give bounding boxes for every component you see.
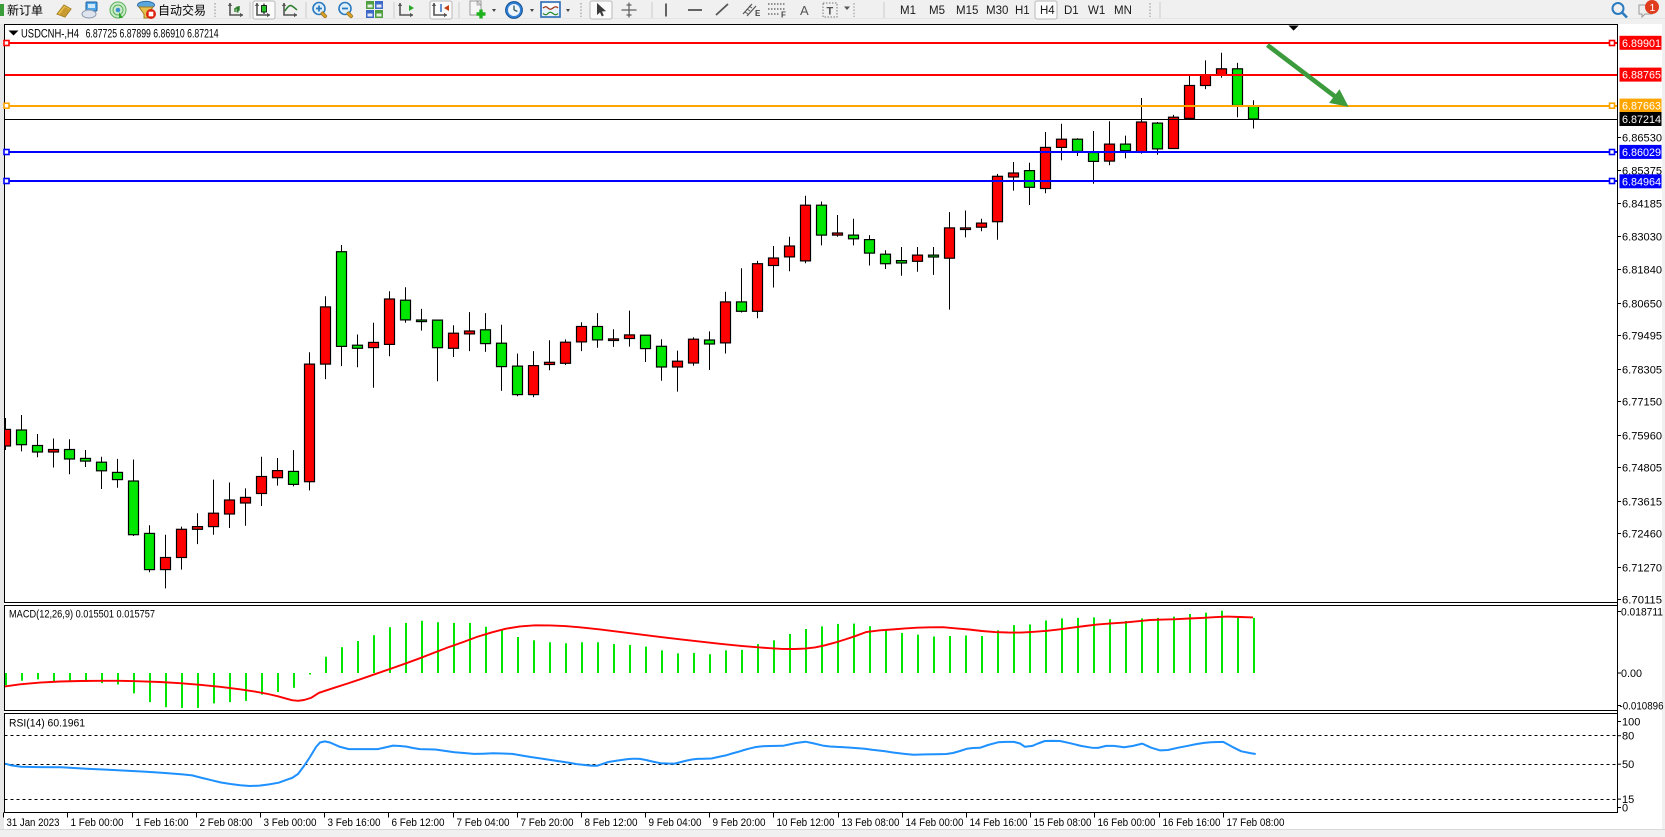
- svg-text:6.70115: 6.70115: [1622, 595, 1662, 607]
- svg-text:6.73615: 6.73615: [1622, 497, 1662, 509]
- svg-text:6.84964: 6.84964: [1622, 176, 1661, 188]
- svg-text:MN: MN: [1114, 5, 1132, 17]
- svg-text:6.86530: 6.86530: [1622, 133, 1662, 145]
- svg-text:10 Feb 12:00: 10 Feb 12:00: [777, 817, 835, 829]
- svg-text:0: 0: [1622, 803, 1628, 815]
- svg-text:31 Jan 2023: 31 Jan 2023: [7, 817, 60, 829]
- svg-text:1 Feb 16:00: 1 Feb 16:00: [136, 817, 189, 829]
- svg-text:9 Feb 04:00: 9 Feb 04:00: [649, 817, 702, 829]
- svg-text:新订单: 新订单: [7, 3, 43, 18]
- svg-text:6.71270: 6.71270: [1622, 563, 1662, 575]
- svg-text:15: 15: [1622, 794, 1634, 806]
- svg-text:6.83030: 6.83030: [1622, 232, 1662, 244]
- svg-text:6 Feb 12:00: 6 Feb 12:00: [392, 817, 445, 829]
- svg-text:14 Feb 00:00: 14 Feb 00:00: [906, 817, 964, 829]
- svg-text:9 Feb 20:00: 9 Feb 20:00: [713, 817, 766, 829]
- svg-text:13 Feb 08:00: 13 Feb 08:00: [842, 817, 900, 829]
- svg-text:T: T: [827, 6, 834, 18]
- svg-text:0.00: 0.00: [1621, 668, 1642, 680]
- svg-text:F: F: [781, 11, 786, 20]
- svg-text:M30: M30: [986, 5, 1008, 17]
- svg-text:E: E: [755, 9, 761, 18]
- svg-text:MACD(12,26,9) 0.015501 0.01575: MACD(12,26,9) 0.015501 0.015757: [9, 609, 155, 621]
- svg-text:H4: H4: [1040, 5, 1055, 17]
- svg-text:6.86029: 6.86029: [1622, 147, 1661, 159]
- svg-text:6.87663: 6.87663: [1622, 101, 1661, 113]
- svg-text:6.84185: 6.84185: [1622, 199, 1662, 211]
- svg-text:0.018711: 0.018711: [1621, 607, 1663, 619]
- svg-text:A: A: [800, 3, 809, 18]
- svg-text:6.89901: 6.89901: [1622, 38, 1661, 50]
- svg-text:3 Feb 00:00: 3 Feb 00:00: [264, 817, 317, 829]
- svg-text:14 Feb 16:00: 14 Feb 16:00: [970, 817, 1028, 829]
- svg-text:W1: W1: [1088, 5, 1105, 17]
- svg-text:6.75960: 6.75960: [1622, 431, 1662, 443]
- svg-text:50: 50: [1622, 759, 1634, 771]
- svg-text:6.87214: 6.87214: [1622, 114, 1661, 126]
- svg-text:M1: M1: [900, 5, 916, 17]
- svg-text:M15: M15: [956, 5, 978, 17]
- svg-text:6.78305: 6.78305: [1622, 365, 1662, 377]
- svg-text:6.74805: 6.74805: [1622, 463, 1662, 475]
- svg-text:-0.010896: -0.010896: [1620, 701, 1664, 713]
- svg-text:16 Feb 00:00: 16 Feb 00:00: [1098, 817, 1156, 829]
- svg-text:7 Feb 04:00: 7 Feb 04:00: [457, 817, 510, 829]
- svg-text:1: 1: [1650, 2, 1656, 14]
- svg-text:6.87725 6.87899 6.86910 6.8721: 6.87725 6.87899 6.86910 6.87214: [86, 29, 219, 41]
- svg-text:自动交易: 自动交易: [158, 3, 206, 18]
- svg-text:H1: H1: [1015, 5, 1030, 17]
- svg-text:100: 100: [1622, 717, 1640, 729]
- svg-text:15 Feb 08:00: 15 Feb 08:00: [1034, 817, 1092, 829]
- svg-text:3 Feb 16:00: 3 Feb 16:00: [328, 817, 381, 829]
- svg-text:RSI(14) 60.1961: RSI(14) 60.1961: [9, 718, 85, 730]
- svg-text:6.72460: 6.72460: [1622, 529, 1662, 541]
- svg-text:80: 80: [1622, 731, 1634, 743]
- svg-text:USDCNH-,H4: USDCNH-,H4: [21, 29, 79, 41]
- svg-text:7 Feb 20:00: 7 Feb 20:00: [521, 817, 574, 829]
- svg-text:6.80650: 6.80650: [1622, 299, 1662, 311]
- svg-text:6.77150: 6.77150: [1622, 397, 1662, 409]
- svg-text:D1: D1: [1064, 5, 1079, 17]
- svg-text:8 Feb 12:00: 8 Feb 12:00: [585, 817, 638, 829]
- svg-text:2 Feb 08:00: 2 Feb 08:00: [200, 817, 253, 829]
- svg-text:16 Feb 16:00: 16 Feb 16:00: [1163, 817, 1221, 829]
- svg-text:6.79495: 6.79495: [1622, 331, 1662, 343]
- svg-text:1 Feb 00:00: 1 Feb 00:00: [71, 817, 124, 829]
- svg-text:6.88765: 6.88765: [1622, 70, 1661, 82]
- svg-text:17 Feb 08:00: 17 Feb 08:00: [1227, 817, 1285, 829]
- svg-text:6.81840: 6.81840: [1622, 265, 1662, 277]
- svg-text:M5: M5: [929, 5, 945, 17]
